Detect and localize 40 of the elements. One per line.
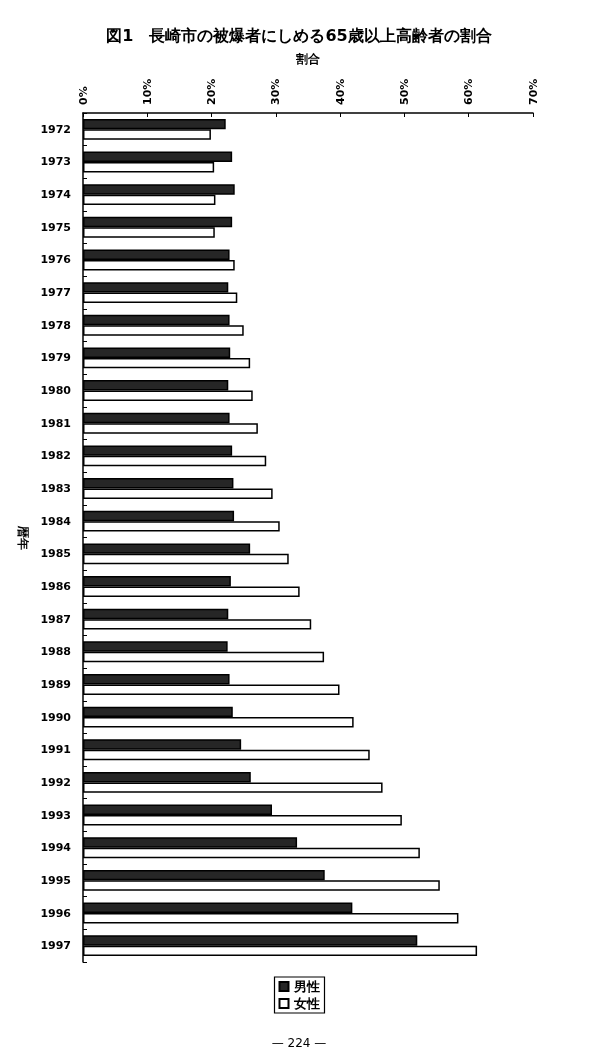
y-tick-label: 1993: [40, 808, 71, 822]
x-tick-label: 50%: [397, 78, 411, 105]
y-tick-label: 1980: [40, 384, 72, 398]
y-tick-label: 1995: [40, 873, 71, 887]
y-tick-label: 1973: [40, 155, 71, 169]
y-tick-label: 1972: [40, 122, 71, 136]
x-tick-label: 0%: [76, 86, 90, 105]
y-tick-label: 1983: [40, 482, 71, 496]
y-axis-title: 暦年: [16, 524, 31, 550]
text: — 224 —: [271, 1036, 327, 1050]
y-tick-label: 1986: [40, 579, 72, 593]
y-tick-label: 1984: [40, 514, 72, 528]
y-tick-label: 1975: [40, 220, 71, 234]
x-tick-label: 40%: [333, 78, 347, 105]
y-tick-label: 1991: [40, 743, 71, 757]
y-tick-label: 1990: [40, 710, 72, 724]
x-tick-label: 30%: [269, 78, 283, 105]
y-tick-label: 1978: [40, 318, 71, 332]
x-tick-label: 10%: [140, 78, 154, 105]
x-axis-title: 割合: [295, 52, 321, 66]
x-tick-label: 70%: [526, 78, 540, 105]
y-tick-label: 1974: [40, 188, 72, 202]
y-tick-label: 1979: [40, 351, 71, 365]
y-tick-label: 1992: [40, 775, 71, 789]
y-tick-label: 1988: [40, 645, 71, 659]
legend-label: 女性: [292, 996, 320, 1011]
y-tick-label: 1981: [40, 416, 71, 430]
y-tick-label: 1994: [40, 841, 72, 855]
y-tick-label: 1996: [40, 906, 72, 920]
y-tick-label: 1989: [40, 677, 71, 691]
chart-title: 図1 長崎市の被爆者にしめる65歳以上高齢者の割合: [106, 25, 492, 45]
x-tick-label: 20%: [205, 78, 219, 105]
y-tick-label: 1976: [40, 253, 72, 267]
legend-label: 男性: [292, 979, 320, 994]
x-tick-label: 60%: [462, 78, 476, 105]
y-tick-label: 1977: [40, 286, 71, 300]
y-tick-label: 1982: [40, 449, 71, 463]
y-tick-label: 1997: [40, 939, 71, 953]
y-tick-label: 1987: [40, 612, 71, 626]
y-tick-label: 1985: [40, 547, 71, 561]
